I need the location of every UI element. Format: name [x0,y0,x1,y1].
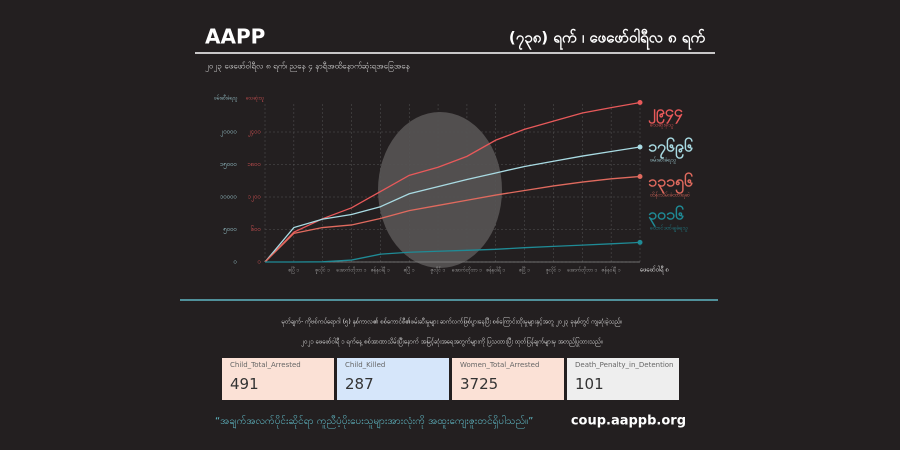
legend-label: ထောင်ဒဏ်ချခံရသူ [650,224,688,233]
stat-value: 3725 [460,375,499,393]
day-count: (၇၃၈) ရက် ၊ ဖေဖော်ဝါရီလ ၈ ရက် [509,28,705,51]
source-note: မှတ်ချက်- ကိုဗစ်ကပ်ရောဂါ (၅) နှစ်ကာလ၏ စစ… [282,317,623,327]
x-axis-title: ဖေဖော်ဝါရီ ၈ [640,266,669,275]
y-tick-label: ၀ [234,259,237,266]
x-tick-label: ဇန်နဝါရီ ၁ [602,268,621,274]
stat-card: Women_Total_Arrested 3725 [452,358,564,400]
brand: AAPP [205,25,265,49]
y2-tick-label: ၆၀၀ [251,225,261,233]
x-tick-label: အောက်တိုဘာ ၁ [452,268,482,274]
end-value-label: ၂၉၄၄ [648,102,683,125]
x-tick-label: ဇူလိုင် ၁ [315,268,330,274]
x-tick-label: ဇန်နဝါရီ ၁ [486,268,505,274]
footer-quote: “အချက်အလက်ပိုင်းဆိုင်ရာ ကူညီပံ့ပိုးပေးသူ… [215,414,533,429]
y-tick-label: ၂၀၀၀၀ [221,129,237,137]
end-value-label: ၁၃၁၅၆ [648,172,693,195]
end-marker [637,144,643,150]
stat-value: 287 [345,375,374,393]
y-axis-title: ဖမ်းဆီးခံရသူ [214,96,238,102]
end-marker [637,100,643,106]
legend-label: ထိန်းသိမ်းခံထားရဆဲ [650,191,690,200]
y-tick-label: ၁၅၀၀၀ [219,161,237,169]
stat-value: 101 [575,375,604,393]
x-tick-label: ဧပြီ ၁ [288,267,299,274]
y2-tick-label: ၁၈၀၀ [246,161,261,168]
x-tick-label: ဇန်နဝါရီ ၁ [371,268,390,274]
y2-tick-label: ၂၄၀၀ [248,129,261,137]
footer-url: coup.aappb.org [571,414,686,429]
stat-label: Women_Total_Arrested [460,361,540,369]
x-tick-label: ဇူလိုင် ၁ [431,268,446,274]
x-tick-label: ဧပြီ ၁ [519,267,530,274]
y2-tick-label: ၀ [258,259,261,266]
y2-tick-label: ၁၂၀၀ [247,194,261,202]
y-tick-label: ၁၀၀၀၀ [219,194,237,201]
end-marker [637,239,643,245]
x-tick-label: အောက်တိုဘာ ၁ [336,268,366,274]
portrait [378,112,502,268]
legend-label: သေဆုံးခဲ့သူ [650,121,674,130]
end-marker [637,173,643,179]
end-value-label: ၃၀၁၆ [648,205,684,228]
legend-label: ဖမ်းဆီးခံရသူ [650,156,676,165]
x-tick-label: ဇူလိုင် ၁ [546,268,561,274]
stat-label: Child_Killed [345,361,386,369]
subtitle: ၂၀၂၃ ဖေဖော်ဝါရီလ ၈ ရက်၊ ညနေ ၄ နာရီအထိနော… [205,61,411,73]
y2-axis-title: သေဆုံးသူ [246,96,265,102]
stat-label: Child_Total_Arrested [230,361,301,369]
source-note: ၂၀၂၁ ဖေဖော်ဝါရီ ၁ ရက်နေ့ စစ်အာဏာသိမ်းပြီ… [301,337,603,347]
stat-card: Child_Total_Arrested 491 [222,358,334,400]
series-line [264,175,641,263]
stat-value: 491 [230,375,259,393]
x-tick-label: အောက်တိုဘာ ၁ [567,268,597,274]
series-line [264,146,641,263]
series-line [264,101,641,263]
series-line [265,241,641,263]
x-tick-label: ဧပြီ ၁ [404,267,415,274]
stat-card: Death_Penalty_in_Detention 101 [567,358,679,400]
y-tick-label: ၅၀၀၀ [223,226,238,234]
stat-card: Child_Killed 287 [337,358,449,400]
stat-label: Death_Penalty_in_Detention [575,361,674,369]
end-value-label: ၁၇၆၉၆ [648,137,693,160]
